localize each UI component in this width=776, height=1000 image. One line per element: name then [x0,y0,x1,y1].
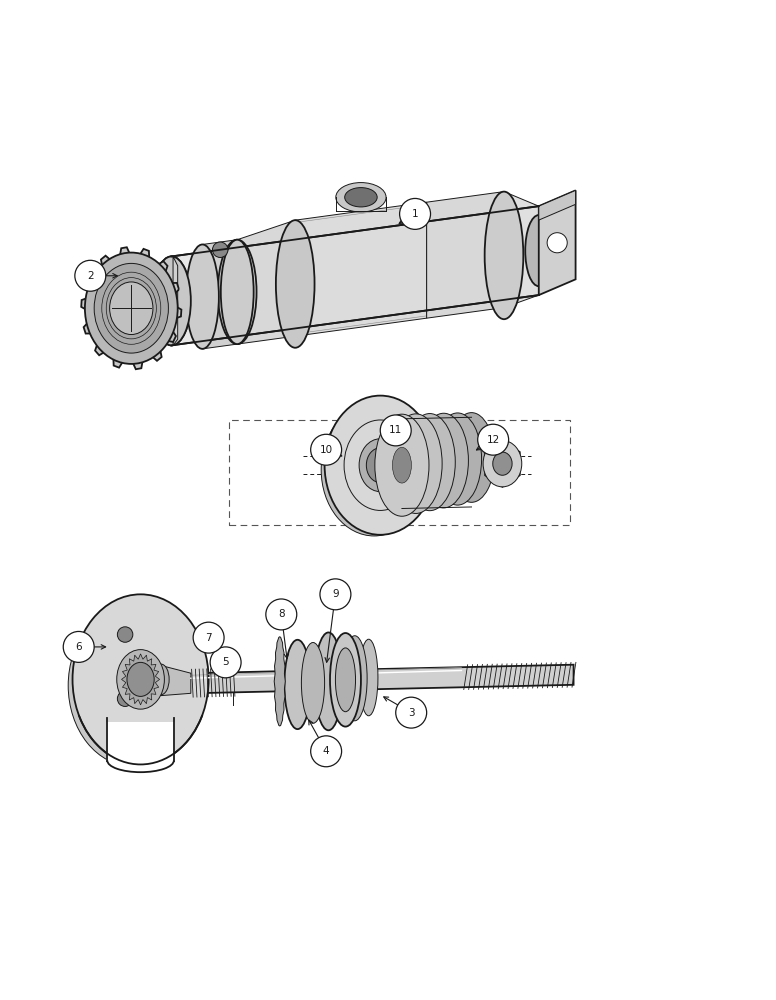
Text: 7: 7 [206,633,212,643]
Ellipse shape [483,440,521,487]
Text: 2: 2 [87,271,94,281]
Ellipse shape [419,413,469,508]
Text: 5: 5 [222,657,229,667]
Ellipse shape [330,633,361,727]
Ellipse shape [449,443,466,475]
Ellipse shape [68,605,197,766]
Ellipse shape [359,639,378,716]
Ellipse shape [221,240,254,344]
Text: 6: 6 [75,642,82,652]
Polygon shape [173,256,178,345]
Circle shape [478,424,508,455]
Polygon shape [504,192,539,308]
Polygon shape [485,440,520,487]
Circle shape [310,736,341,767]
Ellipse shape [375,414,429,516]
Text: 3: 3 [408,708,414,718]
Ellipse shape [276,220,314,348]
Polygon shape [274,637,286,726]
Circle shape [320,579,351,610]
Text: 1: 1 [412,209,418,219]
Ellipse shape [186,252,219,341]
Polygon shape [191,665,573,693]
Circle shape [213,242,228,257]
Circle shape [117,691,133,706]
Ellipse shape [449,413,495,502]
Circle shape [193,622,224,653]
Ellipse shape [152,256,191,345]
Circle shape [547,233,567,253]
Ellipse shape [127,662,154,696]
Polygon shape [203,240,237,349]
Circle shape [210,647,241,678]
Circle shape [380,415,411,446]
Circle shape [310,434,341,465]
Ellipse shape [485,192,523,319]
Polygon shape [427,192,504,318]
Ellipse shape [342,636,367,721]
Ellipse shape [335,648,355,712]
Ellipse shape [284,640,310,729]
Circle shape [117,627,133,642]
Polygon shape [106,722,175,768]
Text: 4: 4 [323,746,330,756]
Ellipse shape [435,444,452,477]
Ellipse shape [218,240,257,344]
Polygon shape [161,665,191,696]
Polygon shape [295,202,427,336]
Ellipse shape [525,215,553,286]
Ellipse shape [314,632,342,730]
Ellipse shape [390,414,442,513]
Ellipse shape [336,183,386,212]
Ellipse shape [463,442,480,473]
Text: 12: 12 [487,435,500,445]
Ellipse shape [404,414,456,511]
Polygon shape [81,247,182,369]
Circle shape [400,198,431,229]
Circle shape [64,631,94,662]
Polygon shape [171,206,539,345]
Ellipse shape [152,256,191,345]
Ellipse shape [366,448,394,483]
Text: 11: 11 [389,425,403,435]
Ellipse shape [116,650,165,709]
Polygon shape [237,220,295,344]
Ellipse shape [324,396,436,535]
Ellipse shape [407,446,425,481]
Ellipse shape [109,282,153,335]
Polygon shape [122,654,160,705]
Ellipse shape [321,404,427,536]
Ellipse shape [301,643,324,723]
Circle shape [396,697,427,728]
Ellipse shape [434,413,482,505]
Ellipse shape [72,594,209,764]
Ellipse shape [393,447,411,483]
Circle shape [266,599,296,630]
Polygon shape [539,190,576,220]
Ellipse shape [359,439,401,492]
Ellipse shape [85,253,178,364]
Text: 10: 10 [320,445,333,455]
Ellipse shape [153,664,169,695]
Circle shape [74,260,106,291]
Ellipse shape [94,263,168,353]
Text: 8: 8 [278,609,285,619]
Ellipse shape [493,452,512,475]
Bar [230,420,570,525]
Text: 9: 9 [332,589,339,599]
Polygon shape [539,190,576,295]
Ellipse shape [421,445,438,479]
Ellipse shape [345,188,377,207]
Ellipse shape [186,244,219,349]
